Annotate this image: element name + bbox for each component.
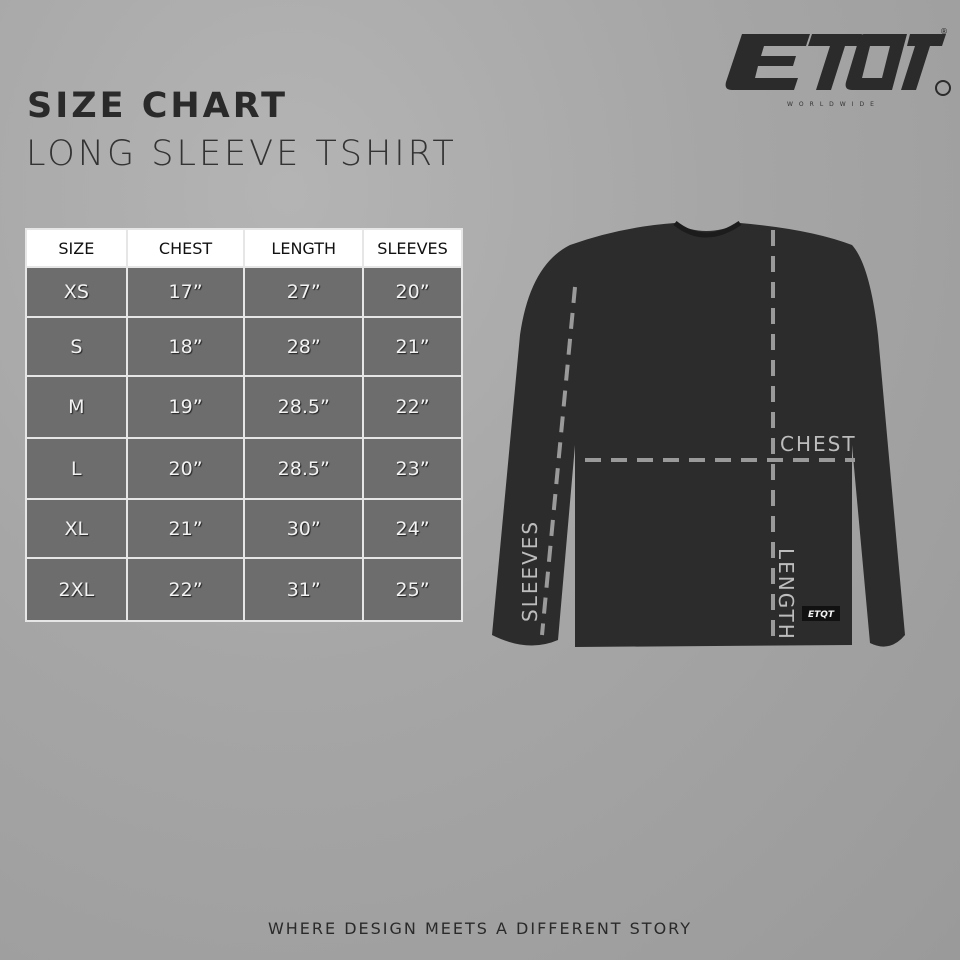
table-cell: M: [25, 375, 128, 439]
table-cell: XS: [25, 266, 128, 318]
table-cell: 24”: [362, 498, 463, 559]
table-cell: 28.5”: [243, 375, 365, 439]
table-cell: S: [25, 316, 128, 377]
table-cell: 30”: [243, 498, 365, 559]
table-row: XS 17” 27” 20”: [25, 266, 463, 318]
table-cell: XL: [25, 498, 128, 559]
header-size: SIZE: [25, 228, 128, 268]
table-cell: 21”: [125, 498, 246, 559]
table-cell: 21”: [362, 316, 463, 377]
chest-label: CHEST: [780, 432, 857, 456]
table-cell: 20”: [125, 437, 246, 500]
table-cell: 25”: [362, 557, 463, 622]
table-row: M 19” 28.5” 22”: [25, 375, 463, 439]
table-row: S 18” 28” 21”: [25, 316, 463, 377]
table-cell: 23”: [362, 437, 463, 500]
header-length: LENGTH: [243, 228, 365, 268]
table-cell: 28”: [243, 316, 365, 377]
sleeves-label: SLEEVES: [518, 519, 542, 622]
brand-tagline: WORLDWIDE: [787, 101, 880, 108]
table-cell: 18”: [125, 316, 246, 377]
table-cell: 2XL: [25, 557, 128, 622]
table-cell: 31”: [243, 557, 365, 622]
header-chest: CHEST: [125, 228, 246, 268]
table-row: L 20” 28.5” 23”: [25, 437, 463, 500]
footer-tagline: WHERE DESIGN MEETS A DIFFERENT STORY: [267, 919, 693, 938]
sleeve-line: [540, 286, 577, 636]
table-cell: 17”: [125, 266, 246, 318]
table-row: 2XL 22” 31” 25”: [25, 557, 463, 622]
size-table: SIZE CHEST LENGTH SLEEVES XS 17” 27” 20” S 18…: [25, 228, 463, 622]
shirt-tag: [802, 606, 840, 621]
header-sleeves: SLEEVES: [362, 228, 463, 268]
table-cell: 19”: [125, 375, 246, 439]
table-cell: 27”: [243, 266, 365, 318]
table-cell: 22”: [125, 557, 246, 622]
registered-mark: ®: [940, 27, 948, 36]
shirt-diagram: ETQT: [492, 220, 905, 647]
table-cell: 28.5”: [243, 437, 365, 500]
length-label: LENGTH: [774, 548, 798, 641]
shirt-body: [492, 223, 905, 647]
shirt-collar: [673, 220, 742, 238]
brand-logo: ® WORLDWIDE: [725, 27, 951, 108]
page-subtitle: LONG SLEEVE TSHIRT: [26, 134, 457, 174]
shirt-tag-brand: ETQT: [808, 610, 835, 620]
table-header-row: SIZE CHEST LENGTH SLEEVES: [25, 228, 463, 268]
page-title: SIZE CHART: [27, 86, 289, 126]
table-cell: 22”: [362, 375, 463, 439]
table-cell: 20”: [362, 266, 463, 318]
table-row: XL 21” 30” 24”: [25, 498, 463, 559]
table-cell: L: [25, 437, 128, 500]
